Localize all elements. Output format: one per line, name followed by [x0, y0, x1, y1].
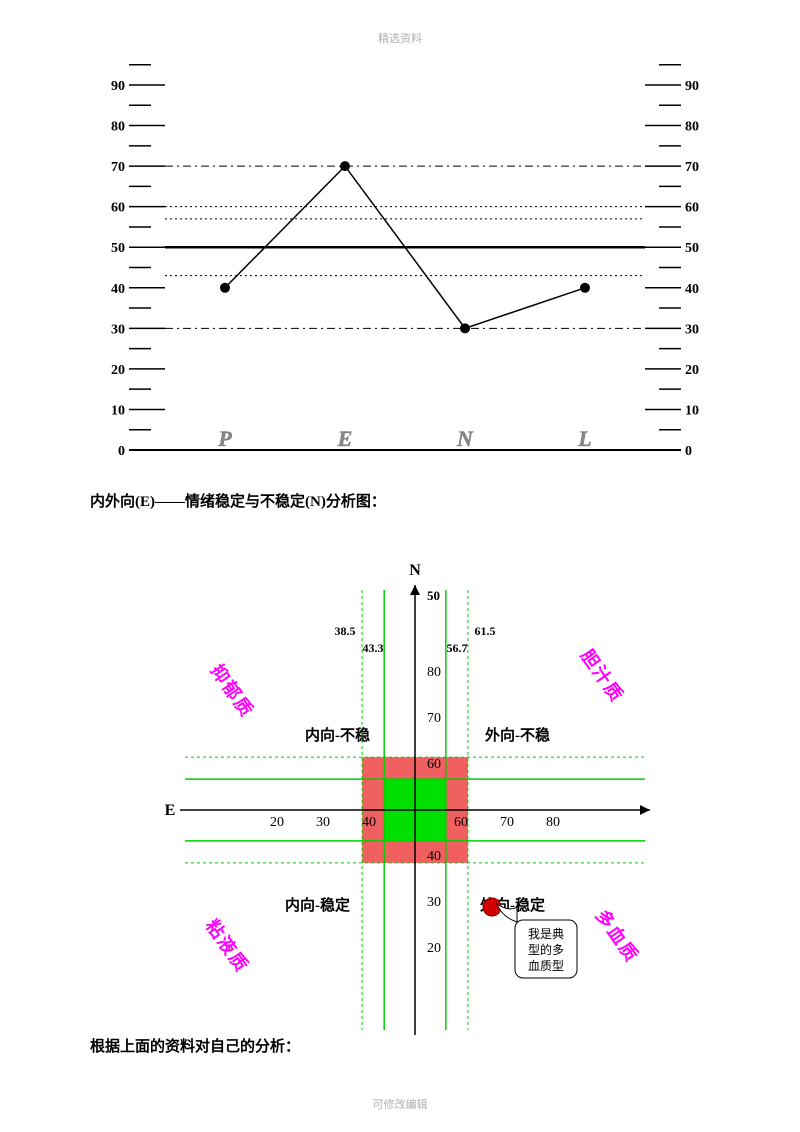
svg-text:0: 0 [685, 444, 692, 459]
svg-text:56.7: 56.7 [447, 641, 468, 655]
svg-text:我是典: 我是典 [528, 927, 564, 941]
svg-text:30: 30 [111, 322, 125, 337]
svg-text:外向-不稳: 外向-不稳 [484, 726, 550, 744]
svg-text:70: 70 [427, 711, 441, 726]
svg-text:50: 50 [685, 241, 699, 256]
line-chart: 0 0 10 10 20 20 30 30 40 40 50 50 60 60 70 70 80 80 90 90 P E… [95, 80, 715, 475]
svg-text:20: 20 [111, 363, 125, 378]
svg-text:30: 30 [685, 322, 699, 337]
svg-text:10: 10 [685, 403, 699, 418]
svg-text:61.5: 61.5 [475, 624, 496, 638]
page-footer: 可修改编辑 [0, 1096, 800, 1112]
svg-text:80: 80 [427, 665, 441, 680]
svg-text:多血质: 多血质 [592, 905, 644, 966]
svg-text:60: 60 [685, 201, 699, 216]
svg-text:40: 40 [362, 815, 376, 830]
page-header: 精选资料 [0, 30, 800, 46]
svg-text:20: 20 [685, 363, 699, 378]
section2-title: 根据上面的资料对自己的分析： [90, 1035, 300, 1056]
svg-text:血质型: 血质型 [528, 959, 564, 973]
quadrant-chart: N 50 E 38.5 61.5 43.3 56.7 80 70 60 40 30 20 20 30 40 60… [125, 550, 705, 1030]
svg-text:43.3: 43.3 [363, 641, 384, 655]
svg-text:型的多: 型的多 [528, 942, 564, 957]
svg-text:内向-稳定: 内向-稳定 [285, 896, 350, 914]
svg-text:P: P [217, 426, 232, 451]
svg-text:60: 60 [111, 201, 125, 216]
svg-text:30: 30 [316, 815, 330, 830]
svg-text:40: 40 [685, 282, 699, 297]
svg-text:胆汁质: 胆汁质 [576, 644, 628, 706]
svg-text:N: N [409, 562, 421, 579]
svg-text:80: 80 [685, 120, 699, 135]
svg-text:30: 30 [427, 895, 441, 910]
svg-text:0: 0 [118, 444, 125, 459]
svg-text:50: 50 [427, 588, 440, 603]
svg-text:80: 80 [111, 120, 125, 135]
svg-text:50: 50 [111, 241, 125, 256]
svg-text:10: 10 [111, 403, 125, 418]
svg-text:60: 60 [454, 815, 468, 830]
svg-text:40: 40 [111, 282, 125, 297]
svg-text:38.5: 38.5 [335, 624, 356, 638]
section1-title: 内外向(E)——情绪稳定与不稳定(N)分析图： [90, 490, 386, 511]
svg-text:L: L [577, 426, 591, 451]
svg-text:内向-不稳: 内向-不稳 [305, 726, 370, 744]
svg-text:40: 40 [427, 849, 441, 864]
svg-text:90: 90 [685, 79, 699, 94]
svg-text:60: 60 [427, 757, 441, 772]
svg-text:N: N [456, 426, 474, 451]
svg-text:70: 70 [111, 160, 125, 175]
svg-text:E: E [337, 426, 353, 451]
svg-text:抑郁质: 抑郁质 [207, 660, 259, 721]
svg-text:E: E [165, 802, 176, 819]
svg-text:80: 80 [546, 815, 560, 830]
svg-text:20: 20 [270, 815, 284, 830]
svg-text:粘液质: 粘液质 [202, 915, 254, 976]
svg-text:70: 70 [500, 815, 514, 830]
svg-text:90: 90 [111, 79, 125, 94]
svg-text:70: 70 [685, 160, 699, 175]
svg-text:20: 20 [427, 941, 441, 956]
